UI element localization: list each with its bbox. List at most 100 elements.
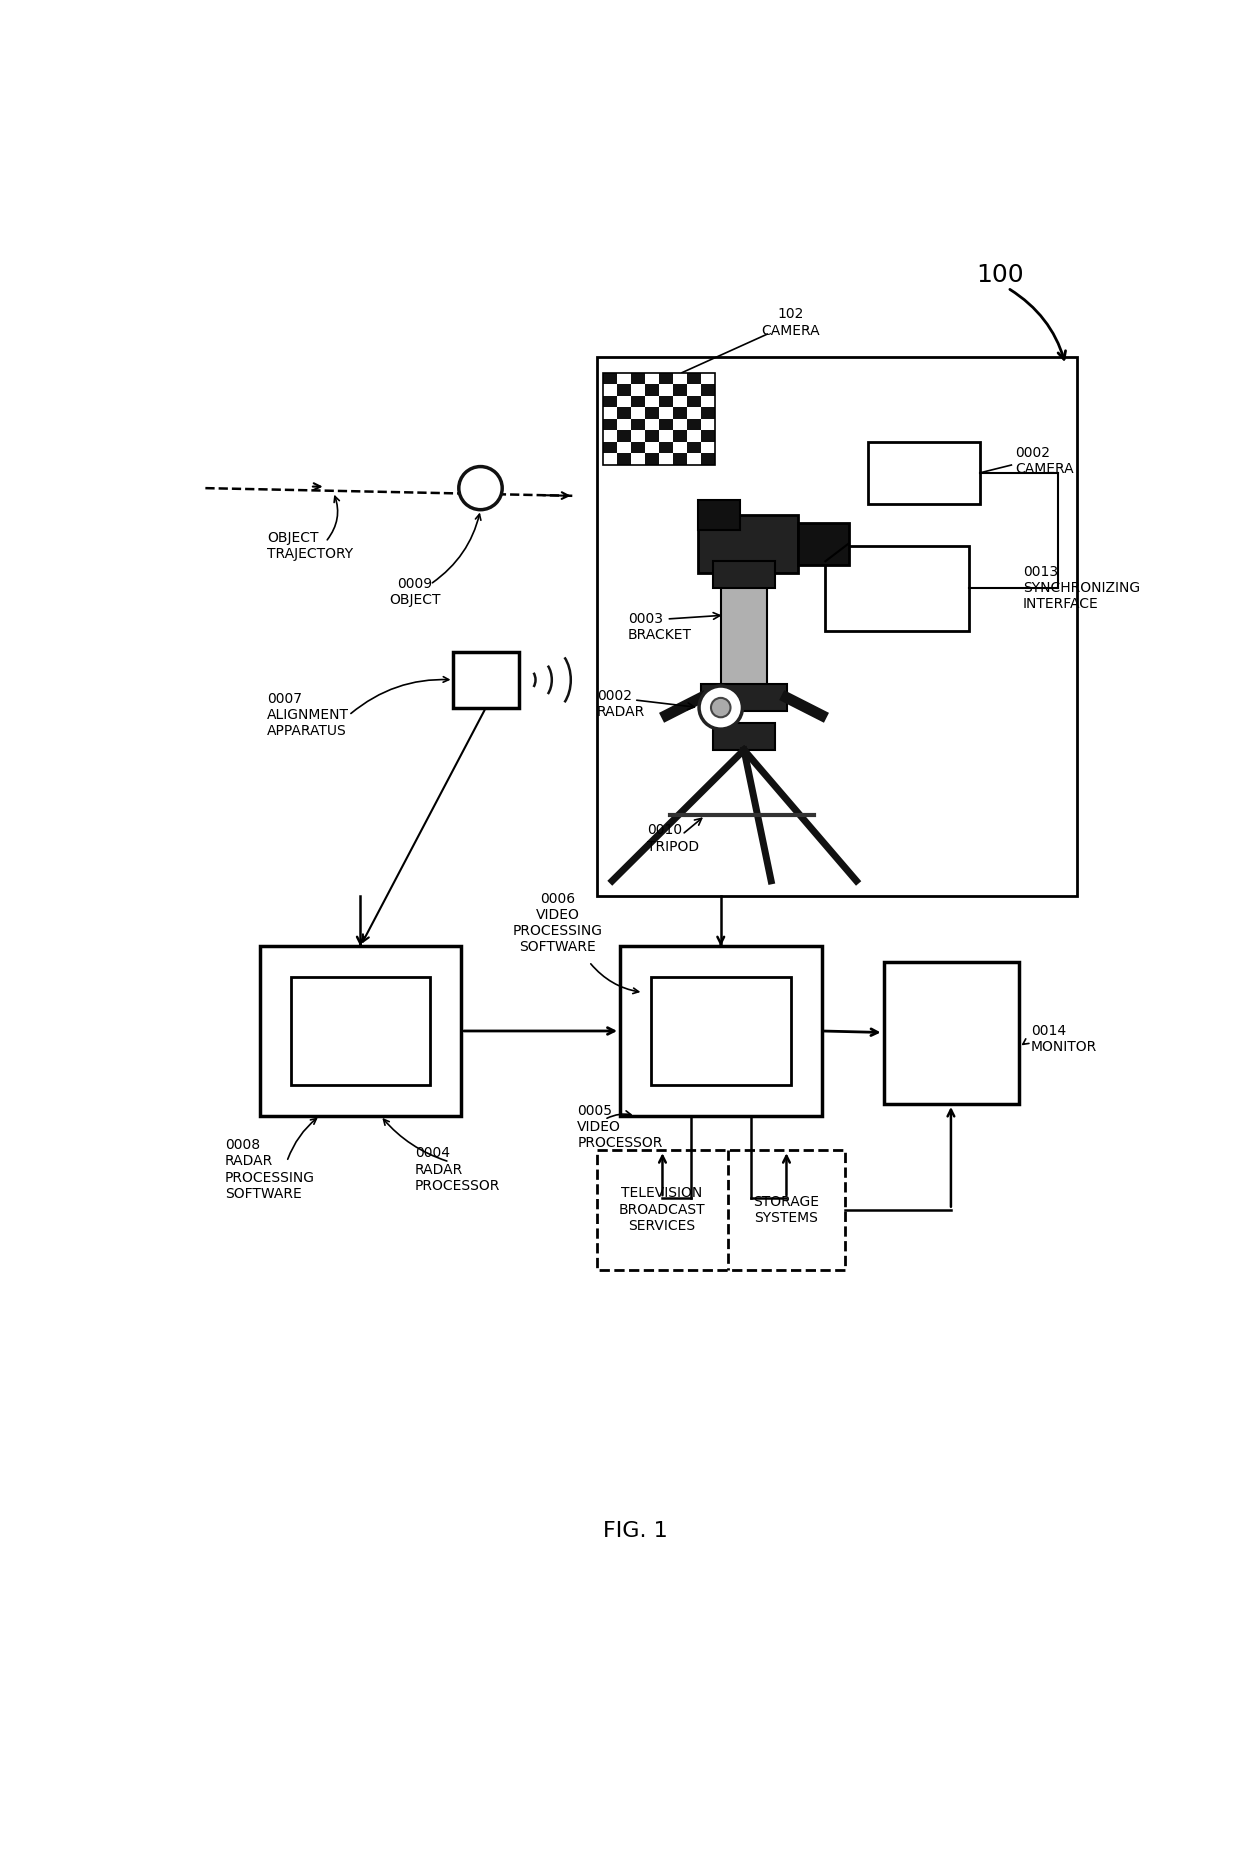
Text: 0010
TRIPOD: 0010 TRIPOD [647,823,699,853]
Bar [687,408,702,419]
Bar [454,653,520,708]
Bar [673,395,687,408]
Bar [702,408,715,419]
Text: 102
CAMERA: 102 CAMERA [761,308,820,337]
Text: 0003
BRACKET: 0003 BRACKET [627,612,692,641]
Text: 0004
RADAR
PROCESSOR: 0004 RADAR PROCESSOR [414,1146,500,1192]
Bar [603,373,618,384]
Bar [645,395,660,408]
Text: 0002
RADAR: 0002 RADAR [596,688,645,719]
Bar [618,441,631,454]
Bar [702,430,715,441]
Bar [259,946,461,1116]
Bar [660,395,673,408]
Bar [660,408,673,419]
Bar [645,408,660,419]
Bar [631,430,645,441]
Bar [645,419,660,430]
Bar [799,523,848,565]
Bar [645,441,660,454]
Bar [826,545,968,630]
Bar [687,395,702,408]
Bar [645,384,660,395]
Text: 0008
RADAR
PROCESSING
SOFTWARE: 0008 RADAR PROCESSING SOFTWARE [224,1138,315,1201]
Bar [618,384,631,395]
Bar [651,977,791,1085]
Bar [596,1149,844,1270]
Bar [618,419,631,430]
Bar [645,430,660,441]
Bar [603,441,618,454]
Text: 0005
VIDEO
PROCESSOR: 0005 VIDEO PROCESSOR [578,1103,662,1151]
Circle shape [459,467,502,510]
Text: 0013
SYNCHRONIZING
INTERFACE: 0013 SYNCHRONIZING INTERFACE [1023,565,1140,612]
Bar [631,408,645,419]
Bar [702,373,715,384]
Text: TELEVISION
BROADCAST
SERVICES: TELEVISION BROADCAST SERVICES [619,1187,706,1233]
Bar [290,977,430,1085]
Bar [702,684,786,712]
Bar [631,373,645,384]
Bar [596,358,1078,895]
Bar [673,373,687,384]
Bar [868,441,981,504]
Bar [687,384,702,395]
Bar [687,419,702,430]
Bar [618,454,631,465]
Bar [603,408,618,419]
Bar [687,454,702,465]
Bar [673,454,687,465]
Bar [673,430,687,441]
Text: 0002
CAMERA: 0002 CAMERA [1016,447,1074,476]
Bar [660,419,673,430]
Bar [673,408,687,419]
Text: 100: 100 [976,263,1023,287]
Bar [645,454,660,465]
Bar [673,419,687,430]
Text: 0007
ALIGNMENT
APPARATUS: 0007 ALIGNMENT APPARATUS [268,692,350,738]
Text: STORAGE
SYSTEMS: STORAGE SYSTEMS [754,1194,820,1225]
Bar [660,441,673,454]
Bar [603,419,618,430]
Bar [713,562,775,588]
Bar [645,373,660,384]
Bar [631,419,645,430]
Bar [702,454,715,465]
Bar [618,430,631,441]
Bar [660,454,673,465]
Bar [687,430,702,441]
Bar [620,946,821,1116]
Text: OBJECT
TRAJECTORY: OBJECT TRAJECTORY [268,530,353,562]
Text: 0009
OBJECT: 0009 OBJECT [389,577,440,606]
Bar [603,395,618,408]
Bar [702,384,715,395]
Text: FIG. 1: FIG. 1 [603,1522,668,1541]
Bar [697,501,740,530]
Bar [713,723,775,749]
Bar [631,454,645,465]
Bar [697,515,799,573]
Bar [702,419,715,430]
Bar [603,454,618,465]
Bar [603,384,618,395]
Bar [660,373,673,384]
Bar [618,395,631,408]
Bar [883,962,1019,1105]
Text: 0006
VIDEO
PROCESSING
SOFTWARE: 0006 VIDEO PROCESSING SOFTWARE [513,892,603,955]
Bar [660,430,673,441]
Circle shape [711,697,730,717]
Bar [673,384,687,395]
Bar [631,441,645,454]
Bar [702,395,715,408]
Bar [660,384,673,395]
Bar [603,373,715,465]
Bar [631,384,645,395]
Bar [673,441,687,454]
Circle shape [699,686,743,729]
Bar [618,408,631,419]
Bar [687,373,702,384]
Bar [702,441,715,454]
Bar [720,573,768,688]
Text: 0014
MONITOR: 0014 MONITOR [1030,1023,1097,1053]
Bar [631,395,645,408]
